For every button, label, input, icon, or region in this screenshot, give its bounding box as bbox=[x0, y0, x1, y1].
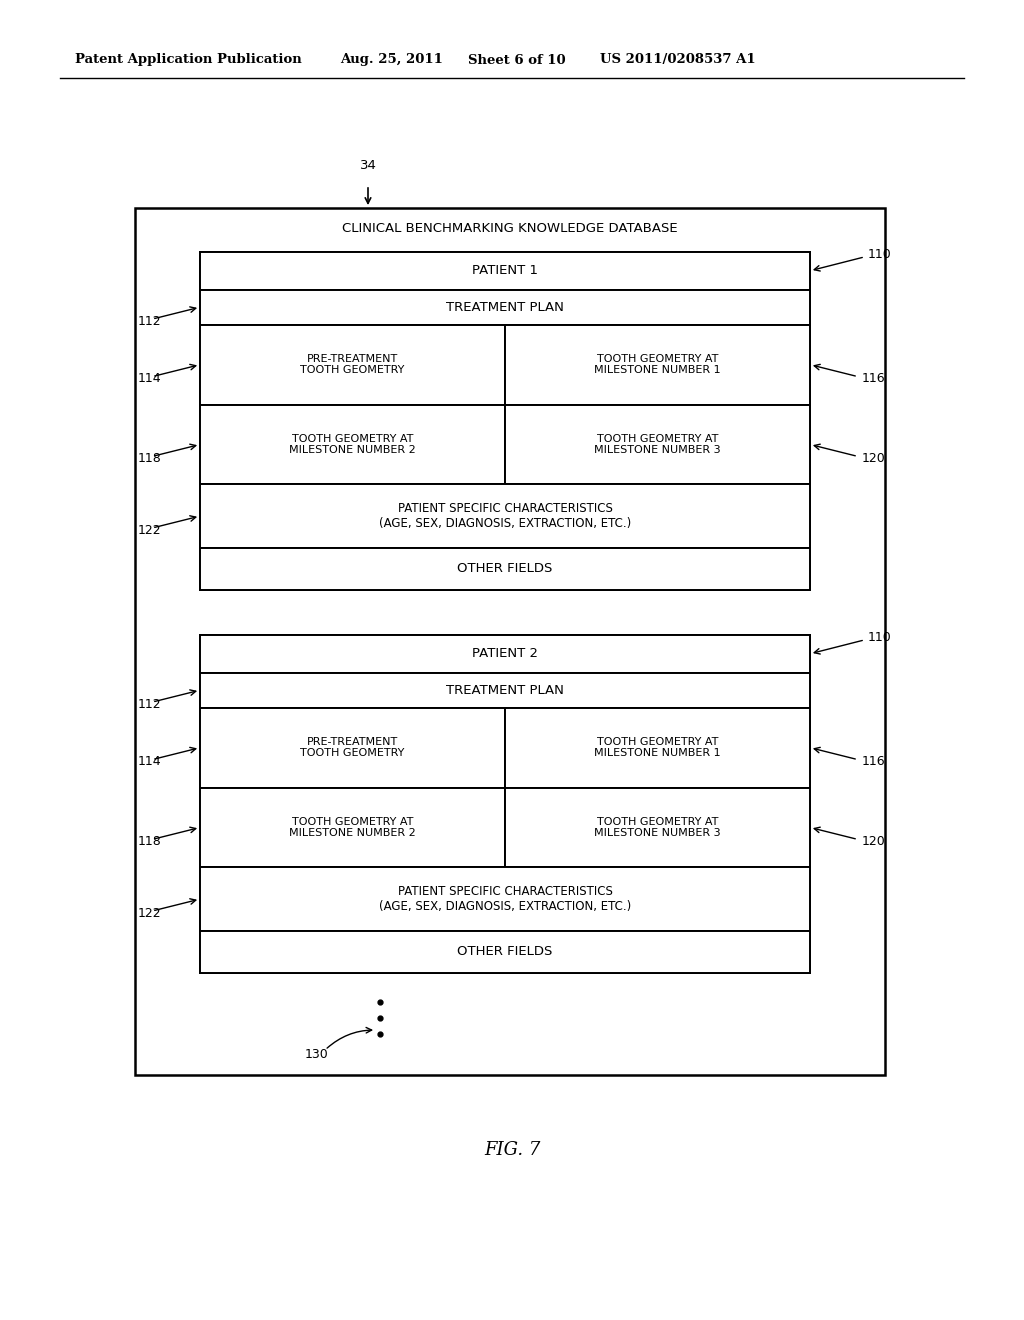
Text: PRE-TREATMENT
TOOTH GEOMETRY: PRE-TREATMENT TOOTH GEOMETRY bbox=[300, 737, 404, 759]
Bar bbox=[200, 325, 505, 404]
Text: 122: 122 bbox=[138, 524, 162, 536]
Text: FIG. 7: FIG. 7 bbox=[483, 1140, 541, 1159]
Text: 112: 112 bbox=[138, 314, 162, 327]
Bar bbox=[200, 931, 810, 973]
Bar bbox=[200, 788, 505, 867]
Text: 122: 122 bbox=[138, 907, 162, 920]
Bar bbox=[505, 404, 810, 484]
Bar bbox=[200, 867, 810, 931]
Text: PATIENT 2: PATIENT 2 bbox=[472, 647, 538, 660]
Text: TREATMENT PLAN: TREATMENT PLAN bbox=[446, 301, 564, 314]
Text: OTHER FIELDS: OTHER FIELDS bbox=[458, 562, 553, 576]
Bar bbox=[200, 635, 810, 673]
Bar bbox=[505, 708, 810, 788]
Bar bbox=[200, 252, 810, 289]
Text: Sheet 6 of 10: Sheet 6 of 10 bbox=[468, 54, 565, 66]
Text: TOOTH GEOMETRY AT
MILESTONE NUMBER 1: TOOTH GEOMETRY AT MILESTONE NUMBER 1 bbox=[594, 737, 721, 759]
Bar bbox=[200, 708, 505, 788]
Text: TOOTH GEOMETRY AT
MILESTONE NUMBER 3: TOOTH GEOMETRY AT MILESTONE NUMBER 3 bbox=[594, 817, 721, 838]
Text: US 2011/0208537 A1: US 2011/0208537 A1 bbox=[600, 54, 756, 66]
Text: 114: 114 bbox=[138, 755, 162, 768]
Bar bbox=[200, 289, 810, 325]
Text: 120: 120 bbox=[862, 836, 886, 847]
Bar bbox=[200, 404, 505, 484]
Text: TOOTH GEOMETRY AT
MILESTONE NUMBER 3: TOOTH GEOMETRY AT MILESTONE NUMBER 3 bbox=[594, 434, 721, 455]
Text: PRE-TREATMENT
TOOTH GEOMETRY: PRE-TREATMENT TOOTH GEOMETRY bbox=[300, 354, 404, 375]
Text: 130: 130 bbox=[305, 1048, 329, 1060]
Text: 116: 116 bbox=[862, 372, 886, 385]
Text: PATIENT SPECIFIC CHARACTERISTICS
(AGE, SEX, DIAGNOSIS, EXTRACTION, ETC.): PATIENT SPECIFIC CHARACTERISTICS (AGE, S… bbox=[379, 502, 631, 531]
Bar bbox=[200, 252, 810, 590]
Bar bbox=[505, 788, 810, 867]
Text: TOOTH GEOMETRY AT
MILESTONE NUMBER 2: TOOTH GEOMETRY AT MILESTONE NUMBER 2 bbox=[289, 817, 416, 838]
Text: 110: 110 bbox=[868, 248, 892, 261]
Text: 120: 120 bbox=[862, 451, 886, 465]
Bar bbox=[200, 673, 810, 708]
Bar bbox=[200, 548, 810, 590]
Text: 114: 114 bbox=[138, 372, 162, 385]
Bar bbox=[135, 209, 885, 1074]
Bar bbox=[200, 484, 810, 548]
Bar bbox=[505, 325, 810, 404]
Text: CLINICAL BENCHMARKING KNOWLEDGE DATABASE: CLINICAL BENCHMARKING KNOWLEDGE DATABASE bbox=[342, 223, 678, 235]
Bar bbox=[200, 635, 810, 973]
Text: 116: 116 bbox=[862, 755, 886, 768]
Text: Aug. 25, 2011: Aug. 25, 2011 bbox=[340, 54, 442, 66]
Text: PATIENT 1: PATIENT 1 bbox=[472, 264, 538, 277]
Text: 118: 118 bbox=[138, 836, 162, 847]
Text: TREATMENT PLAN: TREATMENT PLAN bbox=[446, 684, 564, 697]
Text: 112: 112 bbox=[138, 698, 162, 710]
Text: TOOTH GEOMETRY AT
MILESTONE NUMBER 2: TOOTH GEOMETRY AT MILESTONE NUMBER 2 bbox=[289, 434, 416, 455]
Text: TOOTH GEOMETRY AT
MILESTONE NUMBER 1: TOOTH GEOMETRY AT MILESTONE NUMBER 1 bbox=[594, 354, 721, 375]
Text: Patent Application Publication: Patent Application Publication bbox=[75, 54, 302, 66]
Text: 34: 34 bbox=[359, 158, 377, 172]
Text: PATIENT SPECIFIC CHARACTERISTICS
(AGE, SEX, DIAGNOSIS, EXTRACTION, ETC.): PATIENT SPECIFIC CHARACTERISTICS (AGE, S… bbox=[379, 886, 631, 913]
Text: OTHER FIELDS: OTHER FIELDS bbox=[458, 945, 553, 958]
Text: 110: 110 bbox=[868, 631, 892, 644]
Text: 118: 118 bbox=[138, 451, 162, 465]
